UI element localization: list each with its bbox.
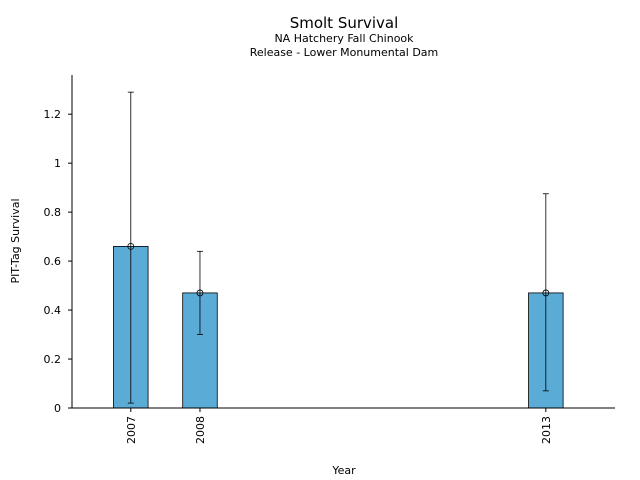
point-marker-2008 — [196, 289, 204, 297]
x-tick-label-2013: 2013 — [540, 416, 553, 444]
y-tick-label: 1.2 — [44, 108, 62, 121]
chart-subtitle-line-1: NA Hatchery Fall Chinook — [274, 32, 414, 45]
bars — [113, 245, 564, 409]
y-ticks: 0 0.2 0.4 0.6 0.8 1 1.2 — [44, 108, 72, 415]
x-tick-label-2007: 2007 — [125, 416, 138, 444]
chart-title: Smolt Survival — [290, 14, 399, 32]
x-axis-label: Year — [331, 464, 356, 477]
point-marker-2007 — [127, 242, 135, 250]
y-axis-label: PIT-Tag Survival — [9, 198, 22, 283]
y-tick-label: 0.8 — [44, 206, 62, 219]
point-marker-2013 — [542, 289, 550, 297]
y-tick-label: 0.4 — [44, 304, 62, 317]
y-tick-label: 1 — [54, 157, 61, 170]
y-tick-label: 0.6 — [44, 255, 62, 268]
chart-subtitle-line-2: Release - Lower Monumental Dam — [250, 46, 439, 59]
error-bars — [127, 91, 550, 404]
x-tick-label-2008: 2008 — [194, 416, 207, 444]
x-ticks: 2007 2008 2013 — [125, 408, 553, 444]
y-tick-label: 0 — [54, 402, 61, 415]
y-tick-label: 0.2 — [44, 353, 62, 366]
